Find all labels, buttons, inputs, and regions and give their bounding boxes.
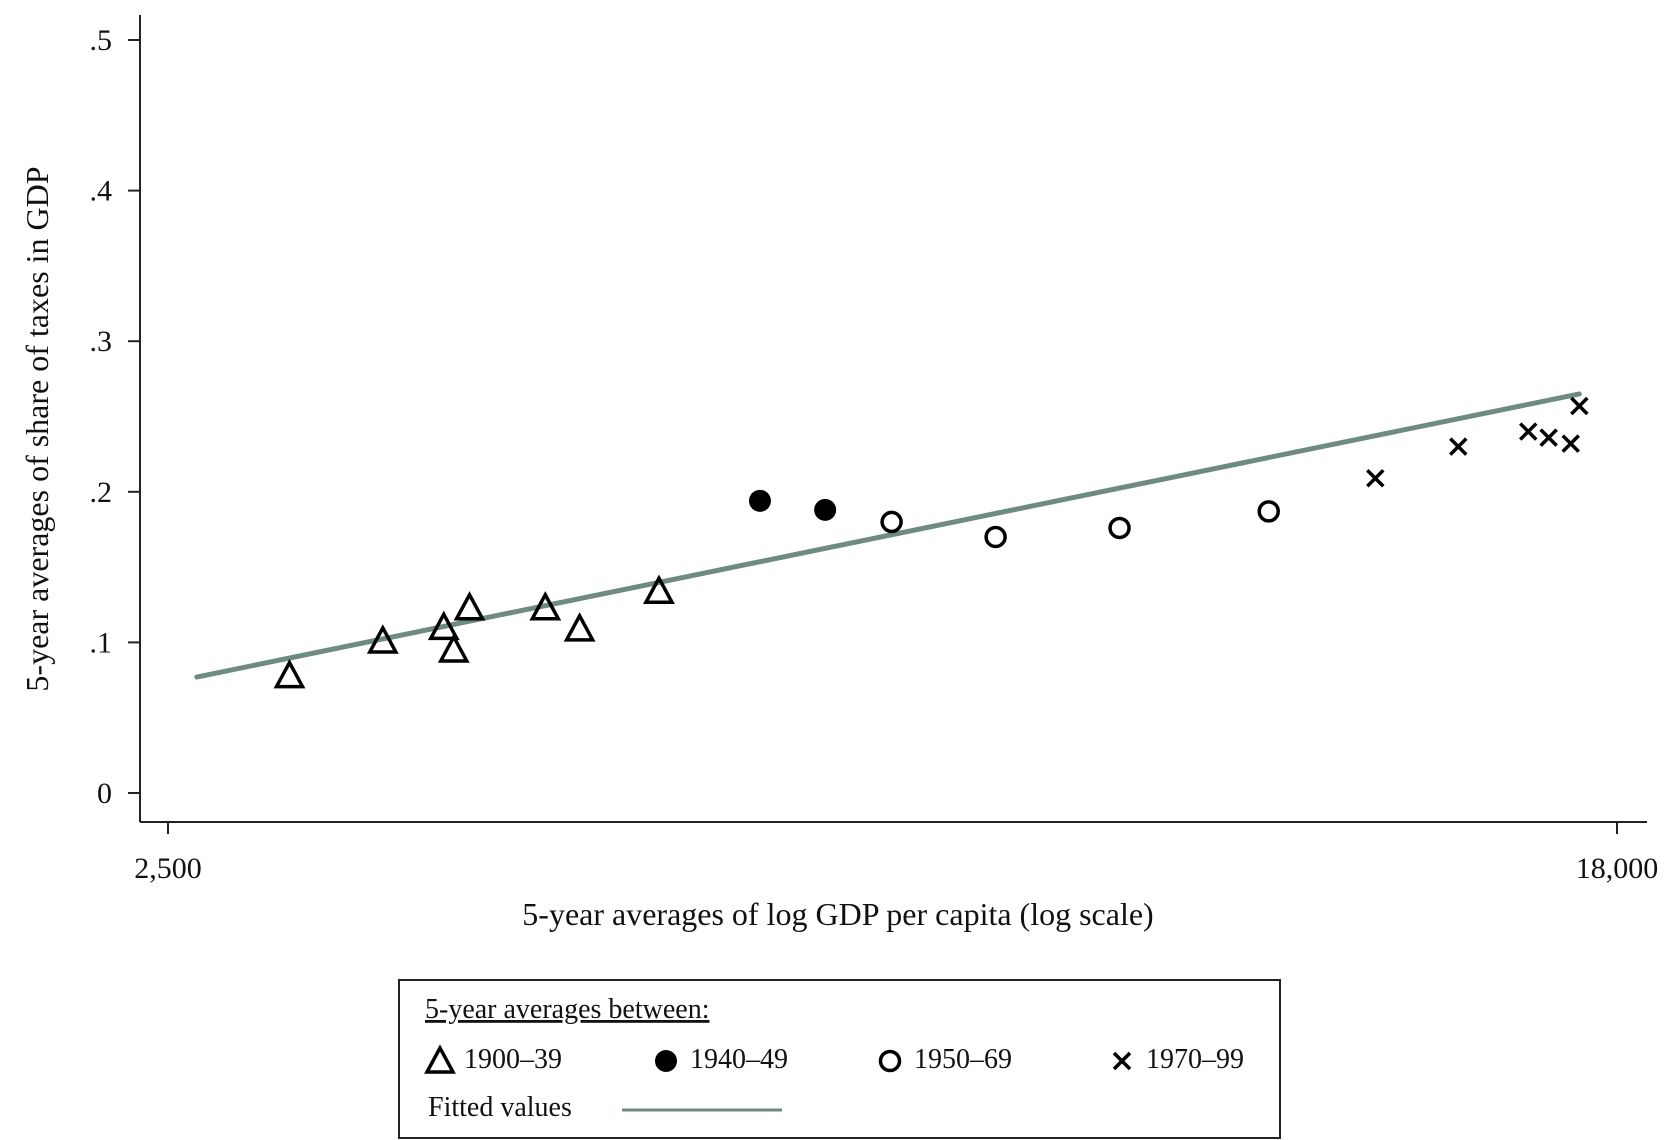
- data-point-triangle: [366, 624, 399, 654]
- fitted-line: [194, 391, 1582, 680]
- data-point-cross: [1449, 437, 1468, 456]
- data-point-triangle: [453, 591, 486, 621]
- x-axis-title: 5-year averages of log GDP per capita (l…: [522, 896, 1153, 932]
- y-tick-label: 0: [97, 777, 112, 810]
- data-point-cross: [1539, 428, 1558, 447]
- legend-label: 1900–39: [464, 1044, 562, 1075]
- y-axis-title: 5-year averages of share of taxes in GDP: [19, 166, 55, 691]
- x-axis-ticks: 2,500 18,000: [134, 822, 1658, 885]
- legend-fitted-label: Fitted values: [428, 1092, 572, 1123]
- data-point-open-circle: [984, 525, 1007, 549]
- legend-label: 1970–99: [1146, 1044, 1244, 1075]
- legend-marker-cross: [1112, 1051, 1132, 1071]
- y-tick-label: .5: [90, 24, 113, 57]
- data-point-cross: [1561, 434, 1580, 453]
- legend-marker-triangle: [424, 1044, 456, 1074]
- y-tick-label: .3: [90, 325, 113, 358]
- legend-marker-filled-circle: [655, 1050, 677, 1072]
- fitted-line-layer: [194, 391, 1582, 680]
- legend-label: 1940–49: [690, 1044, 788, 1075]
- data-point-triangle: [437, 633, 470, 663]
- legend-title: 5-year averages between:: [425, 994, 710, 1025]
- y-tick-label: .4: [90, 175, 113, 208]
- data-point-triangle: [563, 612, 596, 642]
- x-tick-label: 18,000: [1576, 852, 1659, 885]
- data-point-triangle: [427, 610, 460, 641]
- y-axis-ticks: 0 .1 .2 .3 .4 .5: [90, 24, 140, 810]
- data-point-filled-circle: [814, 498, 837, 521]
- data-point-triangle: [273, 658, 306, 689]
- legend-label: 1950–69: [914, 1044, 1012, 1075]
- data-point-triangle: [643, 574, 675, 604]
- legend-marker-open-circle: [878, 1049, 902, 1073]
- data-point-open-circle: [880, 510, 903, 534]
- data-point-open-circle: [1257, 500, 1280, 523]
- x-tick-label: 2,500: [134, 852, 202, 885]
- data-point-triangle: [529, 591, 562, 621]
- data-point-cross: [1570, 396, 1589, 416]
- data-point-filled-circle: [748, 489, 771, 512]
- y-tick-label: .1: [90, 626, 113, 659]
- legend-entries: 1900–39 1940–49 1950–69 1970–99: [424, 1044, 1244, 1075]
- legend-box: [398, 979, 1281, 1139]
- data-points-layer: [273, 396, 1589, 689]
- data-point-cross: [1519, 422, 1538, 441]
- legend: 5-year averages between: 1900–39 1940–49 1…: [398, 979, 1281, 1139]
- data-point-cross: [1366, 469, 1385, 488]
- y-tick-label: .2: [90, 476, 113, 509]
- data-point-open-circle: [1108, 516, 1131, 540]
